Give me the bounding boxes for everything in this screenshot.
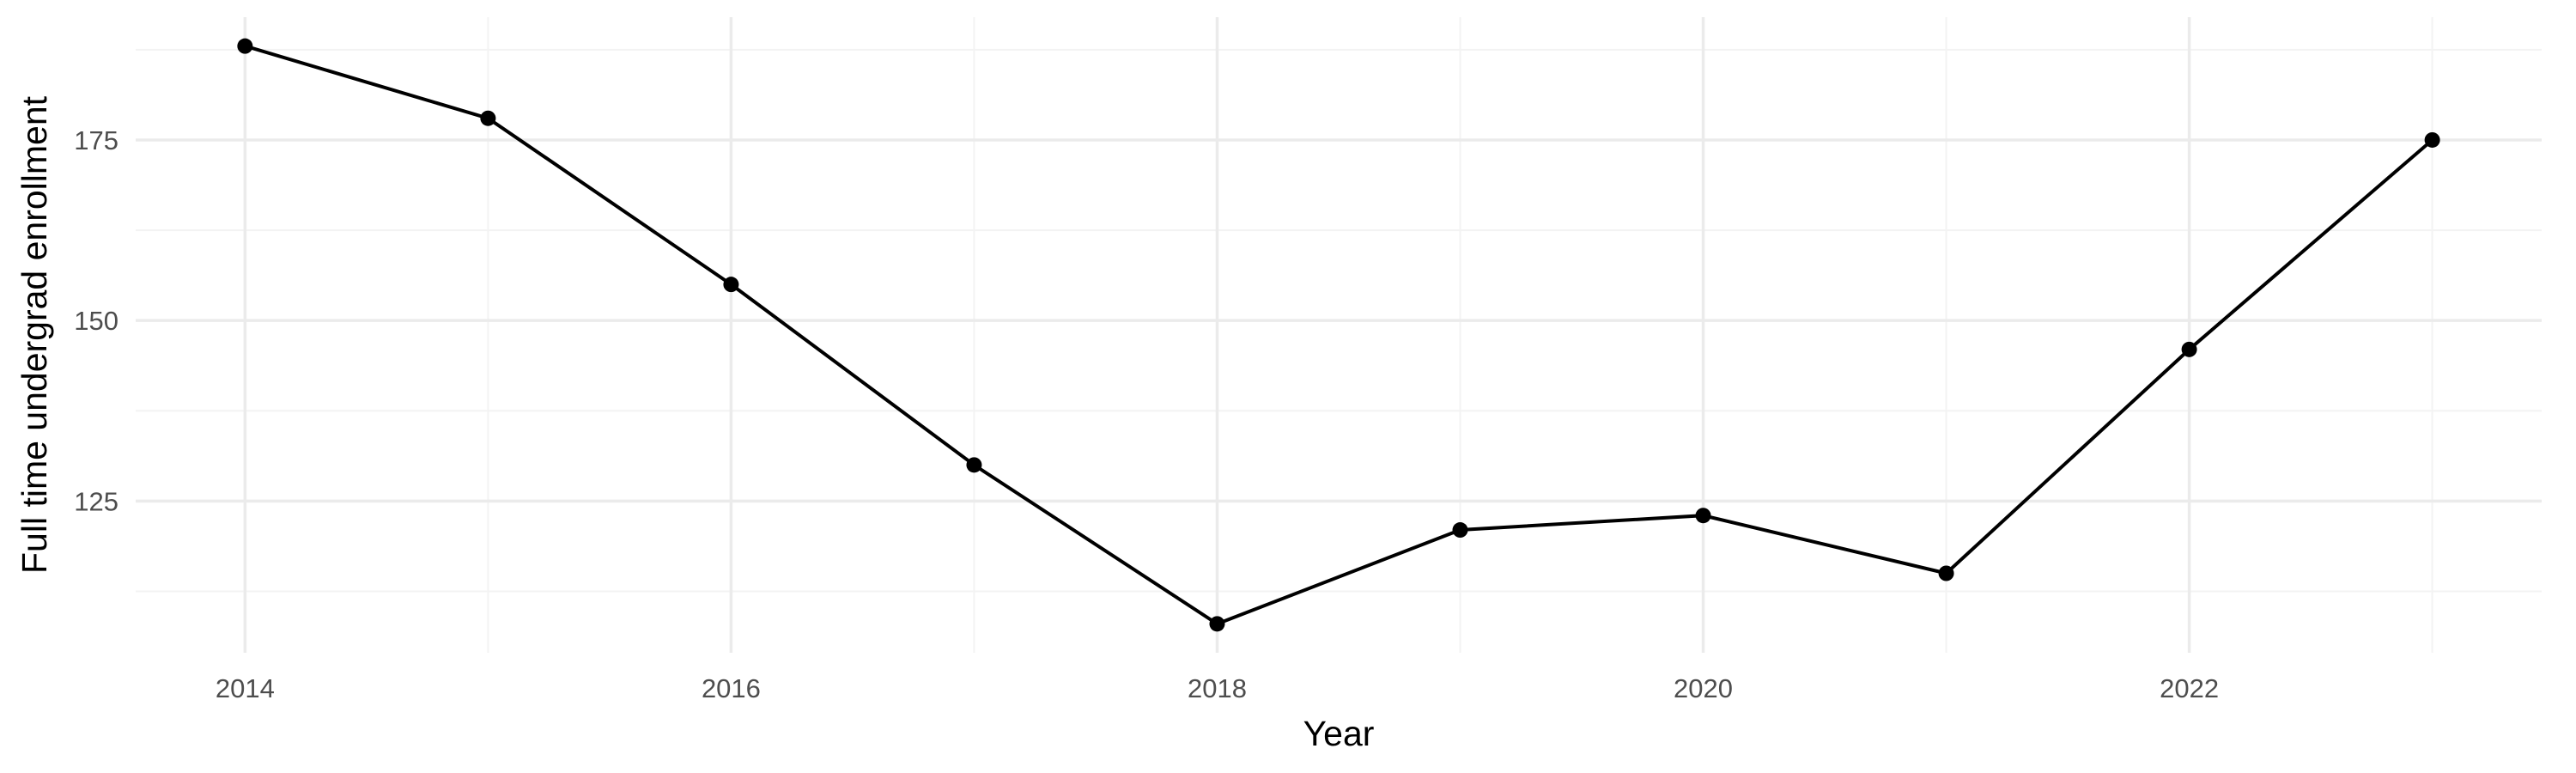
y-axis-title: Full time undergrad enrollment xyxy=(15,95,54,574)
data-point xyxy=(1695,508,1711,524)
data-point xyxy=(1209,616,1225,632)
x-tick-label: 2018 xyxy=(1188,673,1247,703)
minor-gridlines xyxy=(136,17,2542,653)
data-point xyxy=(966,457,982,473)
data-point xyxy=(2181,341,2197,357)
data-point xyxy=(1452,522,1468,539)
x-tick-label: 2014 xyxy=(216,673,275,703)
data-point xyxy=(2424,131,2440,148)
x-tick-label: 2020 xyxy=(1674,673,1733,703)
y-tick-label: 125 xyxy=(74,486,118,516)
data-point xyxy=(480,110,496,126)
data-point xyxy=(723,277,739,293)
y-tick-label: 150 xyxy=(74,306,118,336)
series-enrollment xyxy=(237,38,2440,632)
y-axis-tick-labels: 125 150 175 xyxy=(74,125,118,516)
x-tick-label: 2022 xyxy=(2160,673,2219,703)
x-tick-label: 2016 xyxy=(702,673,761,703)
series-line xyxy=(244,44,2433,626)
data-point xyxy=(1938,565,1954,581)
x-axis-tick-labels: 2014 2016 2018 2020 2022 xyxy=(216,673,2219,703)
major-gridlines xyxy=(136,17,2542,653)
data-point xyxy=(237,38,253,54)
x-axis-title: Year xyxy=(1303,714,1375,753)
y-tick-label: 175 xyxy=(74,125,118,155)
